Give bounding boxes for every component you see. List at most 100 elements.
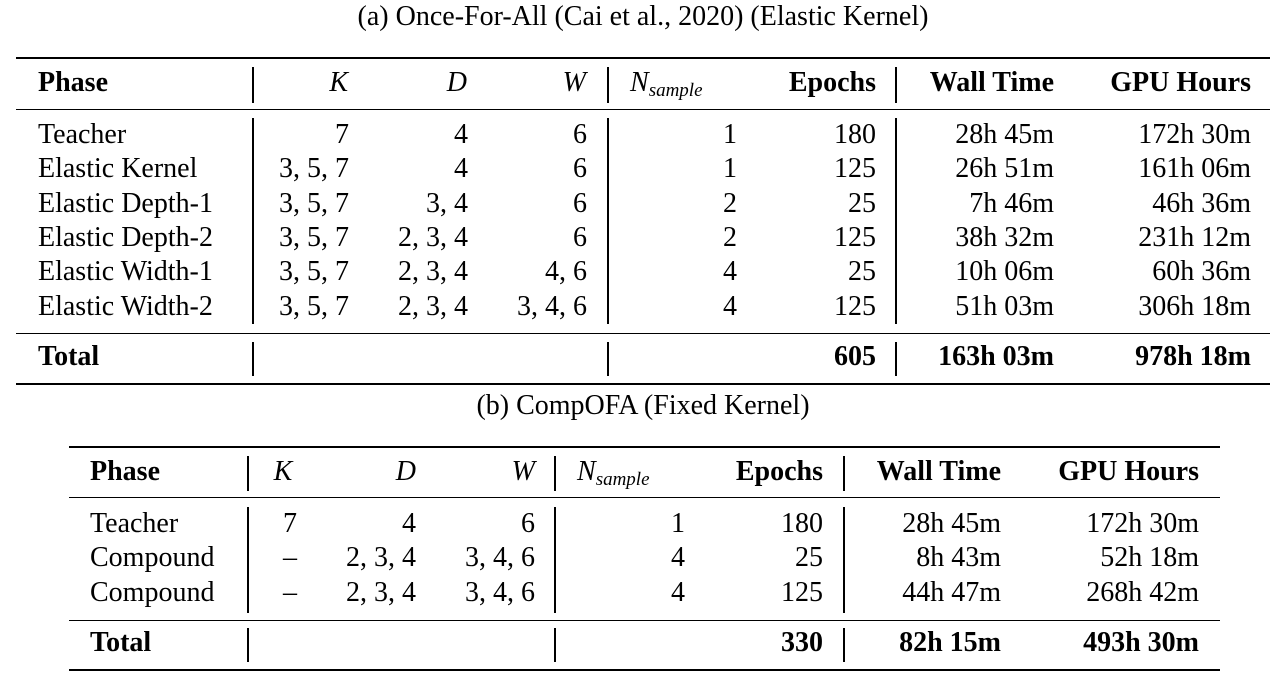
table-a-vsep xyxy=(607,342,609,376)
table-b-vsep xyxy=(843,507,845,613)
table-b-vsep xyxy=(843,456,845,491)
cell-w: 3, 4, 6 xyxy=(517,291,587,322)
cell-n-sample: 1 xyxy=(723,153,737,184)
col-header-epochs: Epochs xyxy=(788,67,876,98)
cell-d: 4 xyxy=(402,508,416,539)
table-b-vsep xyxy=(554,456,556,491)
cell-gpu-hours: 161h 06m xyxy=(1138,153,1251,184)
col-header-gpu-hours: GPU Hours xyxy=(1110,67,1251,98)
cell-d: 2, 3, 4 xyxy=(346,577,416,608)
table-a-vsep xyxy=(252,342,254,376)
total-gpu-hours: 493h 30m xyxy=(1083,627,1199,658)
cell-k: 3, 5, 7 xyxy=(279,222,349,253)
total-wall-time: 82h 15m xyxy=(899,627,1001,658)
cell-n-sample: 1 xyxy=(671,508,685,539)
table-a-bottom-rule xyxy=(16,383,1270,386)
cell-w: 6 xyxy=(573,188,587,219)
cell-k: – xyxy=(283,577,297,608)
cell-gpu-hours: 172h 30m xyxy=(1138,119,1251,150)
table-a-vsep xyxy=(252,67,254,103)
total-gpu-hours: 978h 18m xyxy=(1135,341,1251,372)
cell-d: 2, 3, 4 xyxy=(346,542,416,573)
cell-w: 6 xyxy=(521,508,535,539)
table-a-caption: (a) Once-For-All (Cai et al., 2020) (Ela… xyxy=(357,1,929,32)
table-b-vsep xyxy=(554,507,556,613)
cell-gpu-hours: 60h 36m xyxy=(1152,256,1251,287)
table-a-total-rule xyxy=(16,333,1270,335)
col-header-n-sample: Nsample xyxy=(577,455,650,492)
col-header-epochs: Epochs xyxy=(735,456,823,487)
cell-n-sample: 1 xyxy=(723,119,737,150)
cell-n-sample: 4 xyxy=(671,577,685,608)
table-a-vsep xyxy=(895,67,897,103)
col-header-k: K xyxy=(273,456,293,487)
cell-epochs: 125 xyxy=(834,153,876,184)
cell-n-sample: 4 xyxy=(723,291,737,322)
cell-n-sample: 4 xyxy=(671,542,685,573)
col-header-d: D xyxy=(395,456,416,487)
total-epochs: 605 xyxy=(834,341,876,372)
cell-epochs: 125 xyxy=(834,291,876,322)
table-a-vsep xyxy=(895,342,897,376)
cell-epochs: 180 xyxy=(781,508,823,539)
cell-gpu-hours: 52h 18m xyxy=(1100,542,1199,573)
table-b-vsep xyxy=(247,456,249,491)
table-a-top-rule xyxy=(16,57,1270,60)
cell-epochs: 125 xyxy=(834,222,876,253)
cell-phase: Elastic Depth-1 xyxy=(38,188,213,219)
total-label: Total xyxy=(38,341,100,372)
cell-phase: Compound xyxy=(90,542,215,573)
cell-k: 3, 5, 7 xyxy=(279,291,349,322)
total-wall-time: 163h 03m xyxy=(938,341,1054,372)
col-header-w: W xyxy=(511,456,535,487)
cell-k: 3, 5, 7 xyxy=(279,153,349,184)
cell-wall-time: 8h 43m xyxy=(916,542,1001,573)
cell-wall-time: 7h 46m xyxy=(969,188,1054,219)
col-header-phase: Phase xyxy=(38,67,108,98)
cell-d: 4 xyxy=(454,119,468,150)
table-b-header-rule xyxy=(69,497,1220,499)
cell-wall-time: 44h 47m xyxy=(902,577,1001,608)
table-a-header-rule xyxy=(16,109,1270,111)
cell-d: 2, 3, 4 xyxy=(398,291,468,322)
table-b-bottom-rule xyxy=(69,669,1220,672)
cell-phase: Elastic Width-1 xyxy=(38,256,213,287)
cell-k: 7 xyxy=(283,508,297,539)
n-sample-base: N xyxy=(630,67,649,98)
cell-d: 3, 4 xyxy=(426,188,468,219)
col-header-w: W xyxy=(562,67,586,98)
cell-k: 3, 5, 7 xyxy=(279,256,349,287)
cell-phase: Elastic Kernel xyxy=(38,153,198,184)
cell-phase: Teacher xyxy=(90,508,179,539)
cell-w: 6 xyxy=(573,222,587,253)
table-b-caption: (b) CompOFA (Fixed Kernel) xyxy=(476,390,810,421)
cell-k: 7 xyxy=(335,119,349,150)
table-b-total-rule xyxy=(69,620,1220,622)
cell-phase: Compound xyxy=(90,577,215,608)
cell-d: 4 xyxy=(454,153,468,184)
table-a-vsep xyxy=(607,67,609,103)
table-b-vsep xyxy=(247,507,249,613)
cell-epochs: 25 xyxy=(848,188,876,219)
col-header-phase: Phase xyxy=(90,456,160,487)
n-sample-base: N xyxy=(577,456,596,487)
col-header-wall-time: Wall Time xyxy=(929,67,1054,98)
cell-epochs: 25 xyxy=(848,256,876,287)
total-label: Total xyxy=(90,627,152,658)
total-epochs: 330 xyxy=(781,627,823,658)
col-header-k: K xyxy=(329,67,348,98)
cell-gpu-hours: 46h 36m xyxy=(1152,188,1251,219)
table-b-vsep xyxy=(843,628,845,662)
cell-d: 2, 3, 4 xyxy=(398,222,468,253)
cell-gpu-hours: 231h 12m xyxy=(1138,222,1251,253)
table-a-vsep xyxy=(607,118,609,324)
table-b-vsep xyxy=(554,628,556,662)
n-sample-sub: sample xyxy=(595,469,650,490)
table-b-vsep xyxy=(247,628,249,662)
cell-wall-time: 10h 06m xyxy=(955,256,1054,287)
col-header-d: D xyxy=(446,67,467,98)
cell-w: 6 xyxy=(573,119,587,150)
cell-wall-time: 38h 32m xyxy=(955,222,1054,253)
cell-phase: Teacher xyxy=(38,119,127,150)
cell-gpu-hours: 306h 18m xyxy=(1138,291,1251,322)
